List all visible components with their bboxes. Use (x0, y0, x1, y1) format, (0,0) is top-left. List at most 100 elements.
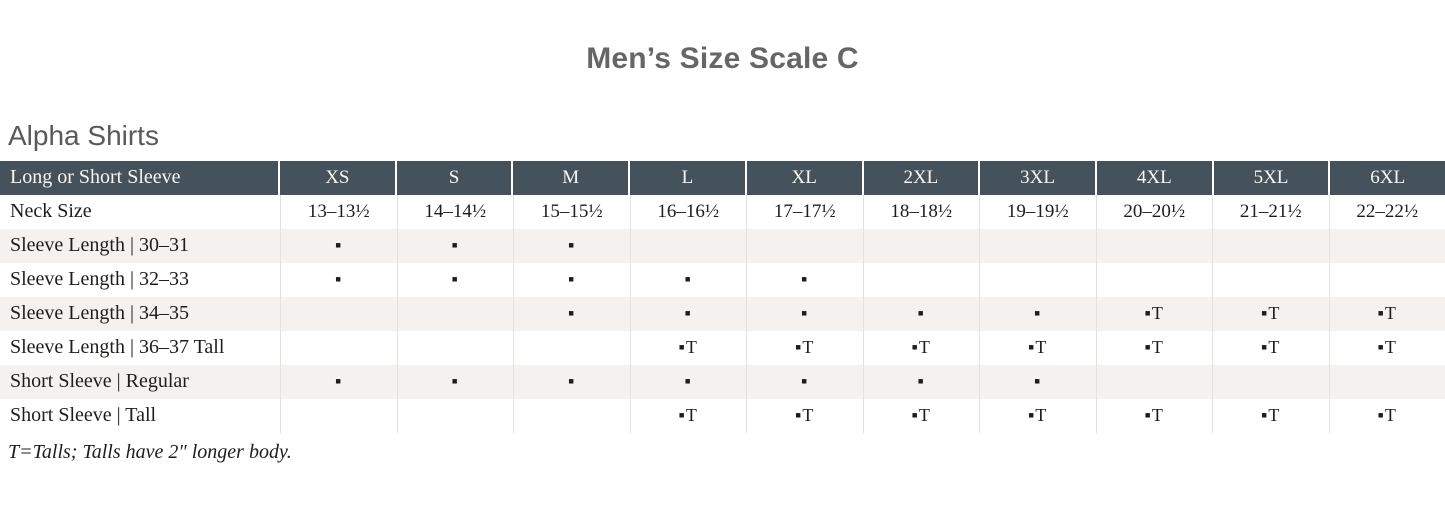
size-cell (629, 229, 747, 263)
size-cell: 16–16½ (629, 195, 747, 229)
size-cell: ▪T (629, 399, 747, 433)
size-cell (280, 331, 397, 365)
size-cell: ▪ (396, 229, 514, 263)
size-cell (1212, 365, 1329, 399)
size-cell: ▪T (1095, 297, 1213, 331)
size-table: Long or Short Sleeve XS S M L XL 2XL 3XL 4XL 5XL… (0, 161, 1445, 433)
size-cell: ▪ (513, 229, 630, 263)
table-body: Neck Size 13–13½ 14–14½ 15–15½ 16–16½ 17–17½ 1… (0, 195, 1445, 433)
size-cell (746, 229, 863, 263)
table-row: Sleeve Length | 36–37 Tall ▪T ▪T ▪T ▪T ▪T ▪T ▪T (0, 331, 1445, 365)
size-cell: ▪T (1095, 399, 1213, 433)
size-cell: ▪T (862, 331, 980, 365)
size-column-header-3xl: 3XL (980, 161, 1097, 195)
size-cell: ▪ (746, 263, 863, 297)
size-cell (513, 331, 630, 365)
table-row: Sleeve Length | 32–33 ▪ ▪ ▪ ▪ ▪ (0, 263, 1445, 297)
size-cell: ▪ (629, 365, 747, 399)
size-cell: 22–22½ (1328, 195, 1445, 229)
size-cell: 14–14½ (396, 195, 514, 229)
size-cell: 18–18½ (862, 195, 980, 229)
size-cell (280, 297, 397, 331)
size-cell: ▪ (513, 365, 630, 399)
size-column-header-6xl: 6XL (1370, 167, 1406, 188)
size-cell: ▪ (396, 365, 514, 399)
size-cell: ▪ (979, 297, 1096, 331)
footnote: T=Talls; Talls have 2″ longer body. (8, 441, 292, 463)
row-label: Short Sleeve | Tall (10, 404, 157, 426)
row-label: Sleeve Length | 34–35 (10, 302, 189, 324)
size-cell: 17–17½ (746, 195, 863, 229)
size-cell (862, 263, 980, 297)
table-header-row: Long or Short Sleeve XS S M L XL 2XL 3XL 4XL 5XL… (0, 161, 1445, 195)
size-cell (1328, 229, 1445, 263)
size-cell: ▪ (280, 229, 397, 263)
size-cell (396, 399, 514, 433)
size-cell (1095, 365, 1213, 399)
size-cell: ▪T (1212, 331, 1329, 365)
size-cell (1212, 263, 1329, 297)
size-cell (862, 229, 980, 263)
table-row: Short Sleeve | Tall ▪T ▪T ▪T ▪T ▪T ▪T ▪T (0, 399, 1445, 433)
size-cell: ▪ (746, 297, 863, 331)
size-cell: 19–19½ (979, 195, 1096, 229)
size-cell (979, 263, 1096, 297)
row-label: Sleeve Length | 32–33 (10, 268, 189, 290)
size-cell: ▪ (979, 365, 1096, 399)
size-cell (513, 399, 630, 433)
size-cell: ▪ (629, 297, 747, 331)
size-cell: ▪ (629, 263, 747, 297)
size-cell: 15–15½ (513, 195, 630, 229)
size-cell: ▪ (862, 297, 980, 331)
size-cell: ▪T (979, 399, 1096, 433)
size-cell: ▪ (862, 365, 980, 399)
size-column-header-4xl: 4XL (1097, 161, 1214, 195)
table-row: Neck Size 13–13½ 14–14½ 15–15½ 16–16½ 17–17½ 1… (0, 195, 1445, 229)
row-label: Sleeve Length | 30–31 (10, 234, 189, 256)
row-label: Sleeve Length | 36–37 Tall (10, 336, 225, 358)
size-cell (1212, 229, 1329, 263)
size-cell (396, 297, 514, 331)
size-cell: ▪T (1328, 399, 1445, 433)
size-column-header-xl: XL (747, 161, 864, 195)
size-cell: 20–20½ (1095, 195, 1213, 229)
size-cell: ▪T (1212, 297, 1329, 331)
size-cell: ▪ (280, 365, 397, 399)
size-cell: ▪T (746, 331, 863, 365)
size-column-header-2xl: 2XL (864, 161, 981, 195)
size-cell: ▪ (513, 297, 630, 331)
section-heading-alpha-shirts: Alpha Shirts (8, 120, 159, 151)
size-cell: ▪T (629, 331, 747, 365)
size-column-header-l: L (630, 161, 747, 195)
size-column-header-xs: XS (280, 161, 397, 195)
size-cell (1328, 365, 1445, 399)
size-cell (1095, 263, 1213, 297)
size-cell (396, 331, 514, 365)
size-cell (280, 399, 397, 433)
size-column-header-m: M (513, 161, 631, 195)
size-cell: ▪ (396, 263, 514, 297)
size-cell (1328, 263, 1445, 297)
size-cell: ▪T (1328, 331, 1445, 365)
size-cell: ▪ (746, 365, 863, 399)
size-cell: 13–13½ (280, 195, 397, 229)
row-label: Neck Size (10, 200, 92, 222)
size-cell: ▪ (513, 263, 630, 297)
size-cell: ▪T (746, 399, 863, 433)
size-cell: ▪T (1212, 399, 1329, 433)
table-header-label: Long or Short Sleeve (0, 161, 280, 195)
size-cell: 21–21½ (1212, 195, 1329, 229)
size-cell: ▪ (280, 263, 397, 297)
size-cell: ▪T (862, 399, 980, 433)
page-title: Men’s Size Scale C (586, 42, 859, 75)
table-row: Sleeve Length | 34–35 ▪ ▪ ▪ ▪ ▪ ▪T ▪T ▪T (0, 297, 1445, 331)
size-column-header-s: S (397, 161, 514, 195)
size-cell: ▪T (1328, 297, 1445, 331)
size-cell (1095, 229, 1213, 263)
size-cell (979, 229, 1096, 263)
table-row: Short Sleeve | Regular ▪ ▪ ▪ ▪ ▪ ▪ ▪ (0, 365, 1445, 399)
size-column-header-5xl: 5XL (1214, 161, 1331, 195)
table-row: Sleeve Length | 30–31 ▪ ▪ ▪ (0, 229, 1445, 263)
row-label: Short Sleeve | Regular (10, 370, 189, 392)
size-cell: ▪T (1095, 331, 1213, 365)
